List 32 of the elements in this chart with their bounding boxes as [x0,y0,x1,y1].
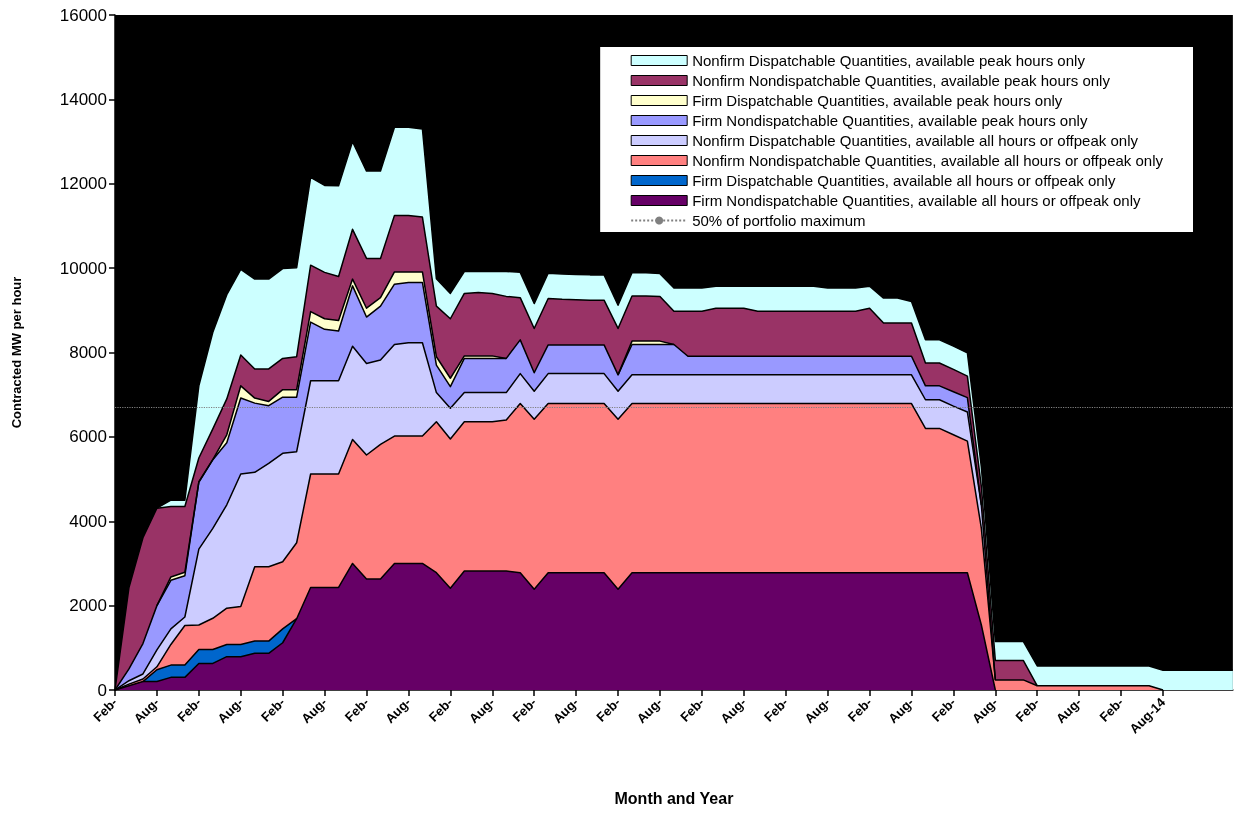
x-axis-title: Month and Year [614,789,734,807]
x-tick-label: Feb- [425,694,456,725]
x-tick-label: Feb- [844,694,875,725]
y-tick-label: 16000 [59,5,107,25]
legend-label: Nonfirm Nondispatchable Quantities, available all hours or offpeak only [692,152,1164,169]
legend-label: Firm Nondispatchable Quantities, available all hours or offpeak only [692,192,1141,209]
y-tick-label: 6000 [69,427,107,447]
x-tick-label: Feb- [677,694,708,725]
x-tick-label: Feb- [761,694,792,725]
legend-label: Firm Dispatchable Quantities, available all hours or offpeak only [692,172,1116,189]
y-tick-label: 10000 [59,258,107,278]
x-tick-label: Feb- [174,694,205,725]
x-tick-label: Feb- [593,694,624,725]
legend-label: Nonfirm Nondispatchable Quantities, available peak hours only [692,72,1111,89]
x-tick-label: Feb- [1096,694,1127,725]
legend-label: Firm Nondispatchable Quantities, available peak hours only [692,112,1088,129]
x-tick-label: Feb- [509,694,540,725]
y-tick-label: 4000 [69,511,107,531]
legend-label: Firm Dispatchable Quantities, available peak hours only [692,92,1063,109]
y-tick-label: 12000 [59,174,107,194]
x-tick-label: Feb- [257,694,288,725]
y-tick-label: 2000 [69,596,107,616]
legend-label: Nonfirm Dispatchable Quantities, available all hours or offpeak only [692,132,1139,149]
y-tick-label: 0 [97,680,107,700]
x-tick-label: Feb- [1012,694,1043,725]
x-tick-label: Feb- [341,694,372,725]
legend-label: Nonfirm Dispatchable Quantities, available peak hours only [692,52,1086,69]
x-tick-label: Feb- [928,694,959,725]
y-tick-label: 14000 [59,89,107,109]
y-tick-label: 8000 [69,343,107,362]
legend-label: 50% of portfolio maximum [692,212,866,229]
y-axis-title: Contracted MW per hour [9,276,24,429]
